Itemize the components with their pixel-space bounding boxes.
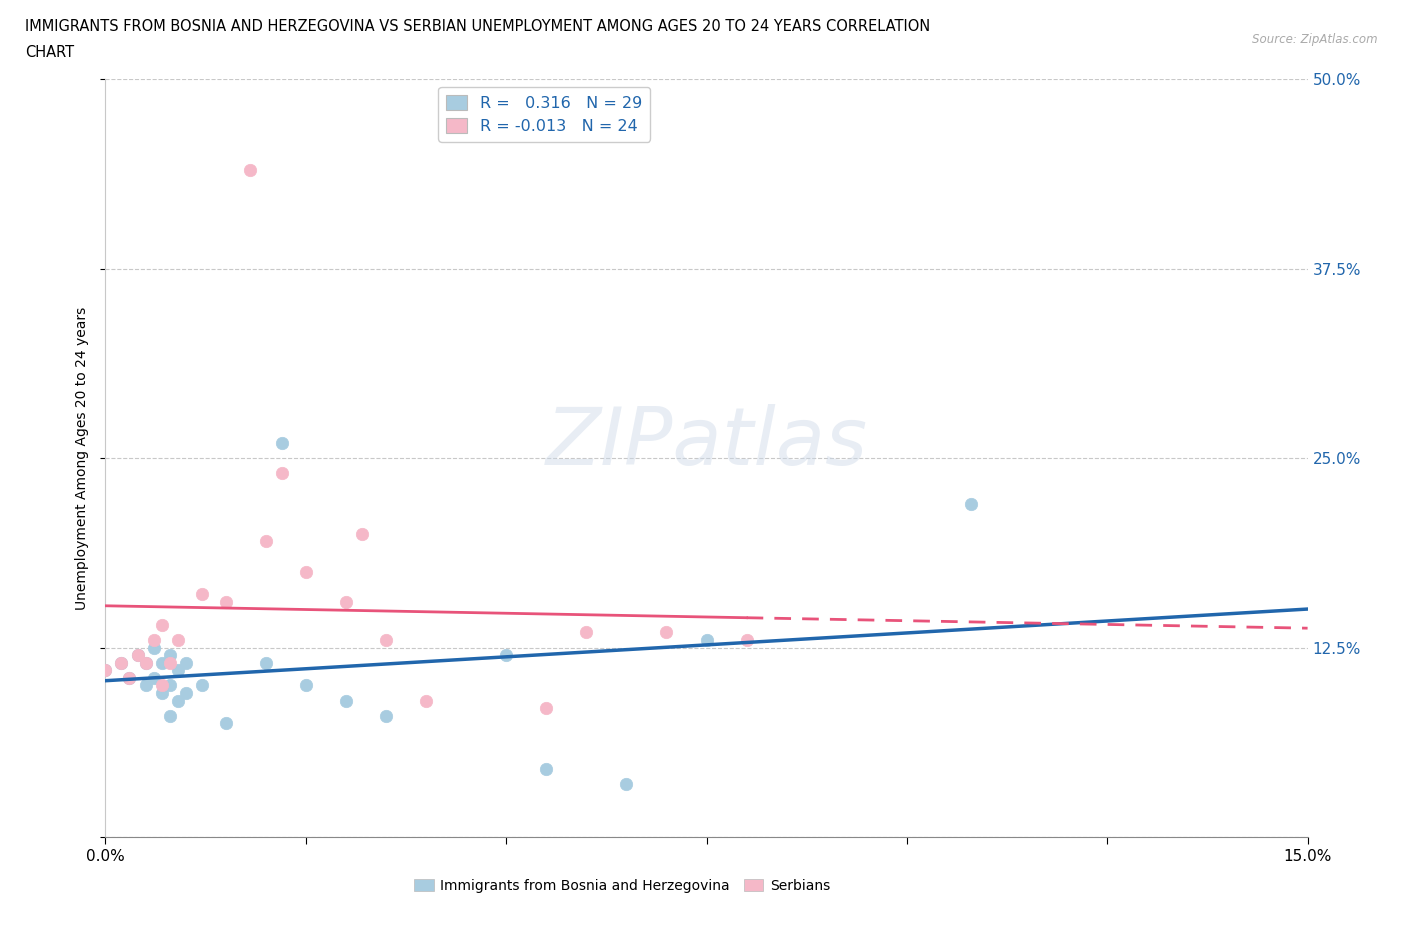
- Point: [214, 716, 236, 731]
- Point: [350, 526, 373, 541]
- Point: [335, 594, 357, 609]
- Point: [150, 656, 173, 671]
- Point: [135, 656, 157, 671]
- Text: IMMIGRANTS FROM BOSNIA AND HERZEGOVINA VS SERBIAN UNEMPLOYMENT AMONG AGES 20 TO : IMMIGRANTS FROM BOSNIA AND HERZEGOVINA V…: [25, 19, 931, 33]
- Legend: Immigrants from Bosnia and Herzegovina, Serbians: Immigrants from Bosnia and Herzegovina, …: [409, 873, 837, 898]
- Point: [534, 700, 557, 715]
- Point: [254, 534, 277, 549]
- Text: ZIPatlas: ZIPatlas: [546, 404, 868, 482]
- Point: [118, 671, 141, 685]
- Point: [174, 656, 197, 671]
- Point: [150, 618, 173, 632]
- Point: [616, 777, 638, 791]
- Point: [295, 565, 318, 579]
- Point: [575, 625, 598, 640]
- Point: [696, 632, 718, 647]
- Point: [166, 693, 188, 708]
- Y-axis label: Unemployment Among Ages 20 to 24 years: Unemployment Among Ages 20 to 24 years: [76, 306, 90, 610]
- Point: [142, 640, 165, 655]
- Point: [415, 693, 437, 708]
- Point: [335, 693, 357, 708]
- Point: [150, 678, 173, 693]
- Point: [110, 656, 132, 671]
- Point: [159, 709, 181, 724]
- Point: [127, 647, 149, 662]
- Point: [150, 685, 173, 700]
- Point: [270, 435, 292, 450]
- Point: [374, 632, 398, 647]
- Point: [159, 656, 181, 671]
- Point: [655, 625, 678, 640]
- Point: [214, 594, 236, 609]
- Point: [142, 671, 165, 685]
- Point: [110, 656, 132, 671]
- Point: [190, 587, 212, 602]
- Point: [159, 647, 181, 662]
- Point: [174, 685, 197, 700]
- Point: [118, 671, 141, 685]
- Point: [190, 678, 212, 693]
- Point: [166, 632, 188, 647]
- Point: [295, 678, 318, 693]
- Point: [166, 663, 188, 678]
- Point: [735, 632, 758, 647]
- Text: CHART: CHART: [25, 45, 75, 60]
- Point: [374, 709, 398, 724]
- Point: [135, 678, 157, 693]
- Text: Source: ZipAtlas.com: Source: ZipAtlas.com: [1253, 33, 1378, 46]
- Point: [94, 663, 117, 678]
- Point: [159, 678, 181, 693]
- Point: [270, 466, 292, 481]
- Point: [127, 647, 149, 662]
- Point: [239, 163, 262, 178]
- Point: [254, 656, 277, 671]
- Point: [960, 496, 983, 511]
- Point: [534, 762, 557, 777]
- Point: [142, 632, 165, 647]
- Point: [94, 663, 117, 678]
- Point: [495, 647, 517, 662]
- Point: [135, 656, 157, 671]
